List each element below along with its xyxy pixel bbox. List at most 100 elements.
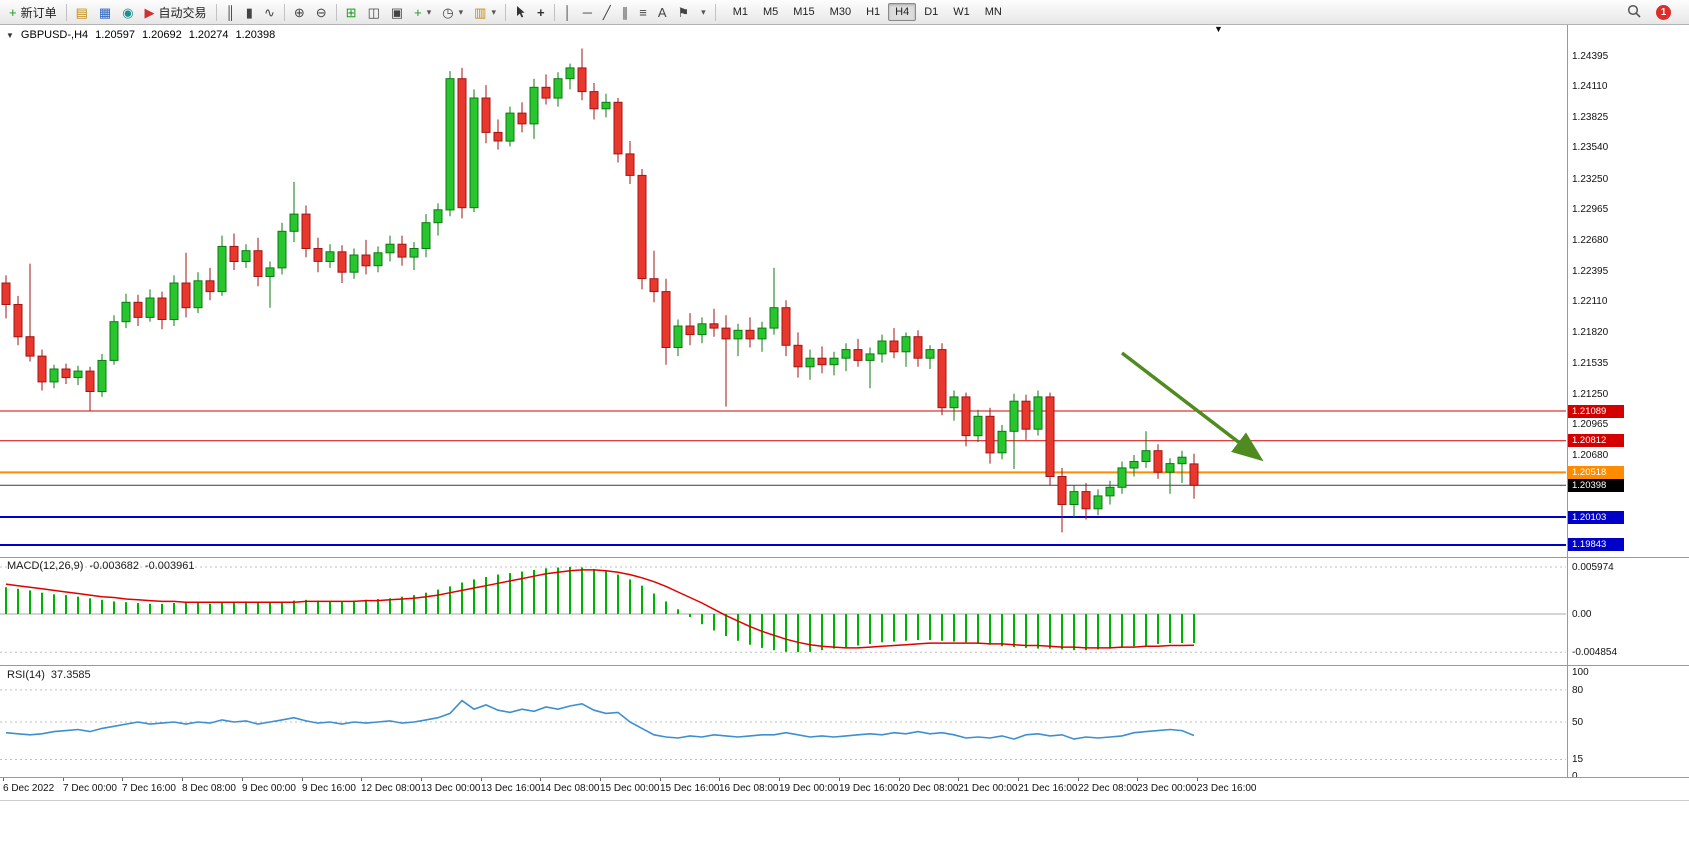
time-axis-label: 20 Dec 08:00 (899, 783, 959, 794)
search-button[interactable] (1622, 2, 1646, 23)
time-axis-tick (899, 778, 900, 781)
templates-button[interactable]: ▥ ▾ (469, 2, 501, 23)
text-button[interactable]: A (653, 2, 672, 23)
new-order-button[interactable]: + 新订单 (4, 2, 62, 23)
time-axis-label: 23 Dec 16:00 (1197, 783, 1257, 794)
toolbar: + 新订单 ▤ ▦ ◉ ▶ 自动交易 ║ ▮ ∿ ⊕ ⊖ ⊞ ◫ ▣ + ▾ ◷… (0, 0, 1689, 25)
timeframe-h4[interactable]: H4 (888, 3, 917, 21)
time-axis[interactable]: 6 Dec 2022 7 Dec 00:00 7 Dec 16:00 8 Dec 08… (0, 778, 1689, 800)
cursor-icon (515, 5, 526, 20)
time-axis-tick (63, 778, 64, 781)
price-axis-label: 1.23250 (1572, 174, 1609, 185)
time-axis-label: 13 Dec 00:00 (421, 783, 481, 794)
trendline-button[interactable]: ╱ (598, 2, 616, 23)
cursor-button[interactable] (510, 2, 531, 23)
bar-chart-button[interactable]: ║ (221, 2, 240, 23)
price-axis-label: 1.23540 (1572, 142, 1609, 153)
time-axis-label: 8 Dec 08:00 (182, 783, 236, 794)
price-axis-label: 1.24110 (1572, 81, 1608, 92)
timeframe-m1[interactable]: M1 (726, 3, 755, 21)
cascade-windows-button[interactable]: ▣ (386, 2, 408, 23)
macd-axis-label: 0.00 (1572, 609, 1592, 620)
symbol-period-label: GBPUSD-,H4 (20, 29, 89, 41)
price-axis-label: 1.21820 (1572, 327, 1609, 338)
toolbar-separator (553, 3, 555, 21)
market-depth-button[interactable]: ◉ (117, 2, 138, 23)
timeframe-m30[interactable]: M30 (823, 3, 858, 21)
add-indicator-icon: + (414, 4, 422, 20)
time-axis-label: 7 Dec 16:00 (122, 783, 176, 794)
timeframe-m15[interactable]: M15 (786, 3, 821, 21)
periods-button[interactable]: ◷ ▾ (437, 2, 468, 23)
horizontal-lines[interactable] (0, 410, 1566, 546)
time-axis-tick (839, 778, 840, 781)
low-value: 1.20274 (188, 29, 229, 41)
toolbar-separator (215, 3, 217, 21)
price-tag: 1.20398 (1568, 479, 1624, 492)
indicators-button[interactable]: + ▾ (409, 2, 436, 23)
high-value: 1.20692 (141, 29, 182, 41)
timeframe-mn[interactable]: MN (978, 3, 1009, 21)
channel-button[interactable]: ∥ (617, 2, 634, 23)
panel-separator[interactable] (0, 557, 1689, 558)
auto-trading-button[interactable]: ▶ 自动交易 (140, 2, 212, 23)
macd-panel[interactable] (0, 558, 1567, 665)
price-axis-label: 1.20965 (1572, 419, 1609, 430)
rsi-panel[interactable] (0, 666, 1567, 777)
template-icon: ▥ (474, 4, 487, 20)
main-chart[interactable] (0, 25, 1567, 558)
chart-ohlc-header: ▼ GBPUSD-,H4 1.20597 1.20692 1.20274 1.2… (6, 29, 275, 41)
rsi-value: 37.3585 (50, 669, 91, 681)
rsi-axis-label: 50 (1572, 717, 1584, 728)
price-axis-label: 1.22680 (1572, 235, 1609, 246)
time-axis-tick (302, 778, 303, 781)
timeframe-d1[interactable]: D1 (917, 3, 945, 21)
timeframe-h1[interactable]: H1 (859, 3, 887, 21)
notification-badge[interactable]: 1 (1656, 4, 1671, 20)
crosshair-button[interactable]: + (532, 2, 550, 23)
rsi-axis-label: 100 (1572, 667, 1589, 678)
time-axis-label: 6 Dec 2022 (3, 783, 55, 794)
time-axis-tick (122, 778, 123, 781)
market-depth-icon: ◉ (122, 4, 134, 20)
symbols-button[interactable]: ▤ (71, 2, 93, 23)
time-axis-tick (361, 778, 362, 781)
one-click-trading-toggle[interactable]: ▼ (6, 30, 14, 40)
trend-arrow[interactable] (1120, 351, 1264, 462)
candlestick-button[interactable]: ▮ (241, 2, 258, 23)
chevron-down-icon: ▾ (426, 6, 432, 17)
toolbar-separator (283, 3, 285, 21)
timeframe-w1[interactable]: W1 (946, 3, 977, 21)
time-axis-tick (242, 778, 243, 781)
time-axis-tick (182, 778, 183, 781)
line-chart-button[interactable]: ∿ (259, 2, 280, 23)
time-axis-label: 9 Dec 00:00 (242, 783, 296, 794)
time-axis-label: 16 Dec 08:00 (719, 783, 779, 794)
time-axis-tick (1078, 778, 1079, 781)
time-axis-tick (1197, 778, 1198, 781)
toolbar-separator (65, 3, 67, 21)
zoom-out-button[interactable]: ⊖ (311, 2, 332, 23)
tile-windows-button[interactable]: ◫ (363, 2, 385, 23)
chart-shift-marker[interactable]: ▼ (1214, 24, 1223, 34)
market-watch-button[interactable]: ▦ (94, 2, 116, 23)
time-axis-label: 21 Dec 16:00 (1018, 783, 1078, 794)
horizontal-line-button[interactable]: ─ (578, 2, 597, 23)
shapes-button[interactable]: ▾ (695, 2, 711, 23)
fibonacci-button[interactable]: ≡ (634, 2, 652, 23)
rsi-axis-label: 80 (1572, 685, 1584, 696)
panel-separator[interactable] (0, 665, 1689, 666)
horizontal-line-icon: ─ (582, 4, 592, 20)
zoom-in-button[interactable]: ⊕ (289, 2, 310, 23)
close-value: 1.20398 (235, 29, 276, 41)
text-icon: A (657, 4, 667, 20)
new-chart-button[interactable]: ⊞ (341, 2, 362, 23)
timeframe-m5[interactable]: M5 (756, 3, 785, 21)
vertical-line-button[interactable]: │ (559, 2, 577, 23)
rsi-series (0, 689, 1566, 760)
line-chart-icon: ∿ (263, 4, 275, 20)
rsi-label: RSI(14) 37.3585 (7, 669, 91, 681)
time-axis-label: 13 Dec 16:00 (481, 783, 541, 794)
auto-trading-icon: ▶ (144, 4, 155, 20)
label-button[interactable]: ⚑ (673, 2, 695, 23)
